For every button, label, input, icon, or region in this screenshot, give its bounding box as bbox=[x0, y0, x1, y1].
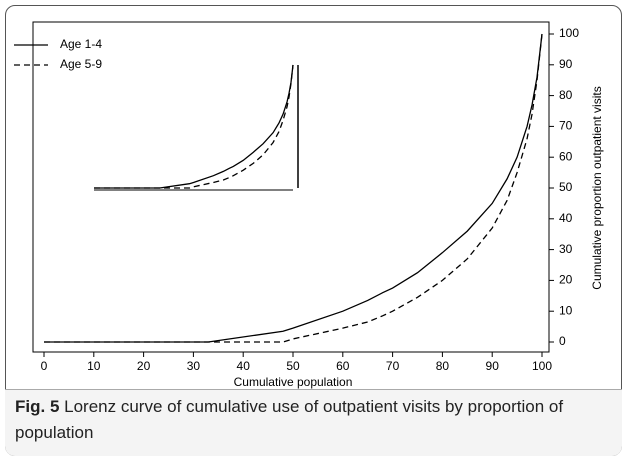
series-line bbox=[44, 33, 543, 343]
caption-label: Fig. 5 bbox=[15, 397, 60, 416]
x-tick-label: 20 bbox=[137, 359, 151, 373]
y-tick-label: 40 bbox=[559, 211, 573, 225]
x-tick-label: 100 bbox=[532, 359, 552, 373]
x-tick-label: 60 bbox=[336, 359, 350, 373]
y-tick-label: 20 bbox=[559, 273, 573, 287]
x-tick-label: 30 bbox=[187, 359, 201, 373]
x-tick-label: 40 bbox=[237, 359, 251, 373]
x-tick-label: 0 bbox=[41, 359, 48, 373]
y-tick-label: 30 bbox=[559, 242, 573, 256]
y-tick-label: 10 bbox=[559, 303, 573, 317]
inset-line bbox=[94, 64, 294, 189]
caption-text: Fig. 5 Lorenz curve of cumulative use of… bbox=[15, 394, 575, 446]
y-tick-label: 80 bbox=[559, 88, 573, 102]
y-axis-label: Cumulative proportion outpatient visits bbox=[590, 86, 604, 289]
y-tick-label: 0 bbox=[559, 334, 566, 348]
x-axis-label: Cumulative population bbox=[234, 375, 353, 389]
plot-frame bbox=[32, 21, 550, 353]
x-tick-label: 80 bbox=[436, 359, 450, 373]
legend-label: Age 1-4 bbox=[60, 37, 102, 51]
series-line bbox=[44, 33, 543, 343]
x-tick-label: 10 bbox=[87, 359, 101, 373]
x-tick-label: 90 bbox=[486, 359, 500, 373]
caption: Fig. 5 Lorenz curve of cumulative use of… bbox=[5, 389, 622, 456]
legend-label: Age 5-9 bbox=[60, 57, 102, 71]
y-tick-label: 60 bbox=[559, 149, 573, 163]
y-tick-label: 100 bbox=[559, 26, 579, 40]
inset-line bbox=[94, 64, 294, 189]
y-tick-label: 70 bbox=[559, 119, 573, 133]
y-tick-label: 90 bbox=[559, 57, 573, 71]
x-tick-label: 70 bbox=[386, 359, 400, 373]
caption-body: Lorenz curve of cumulative use of outpat… bbox=[15, 397, 564, 442]
y-tick-label: 50 bbox=[559, 180, 573, 194]
x-tick-label: 50 bbox=[286, 359, 300, 373]
